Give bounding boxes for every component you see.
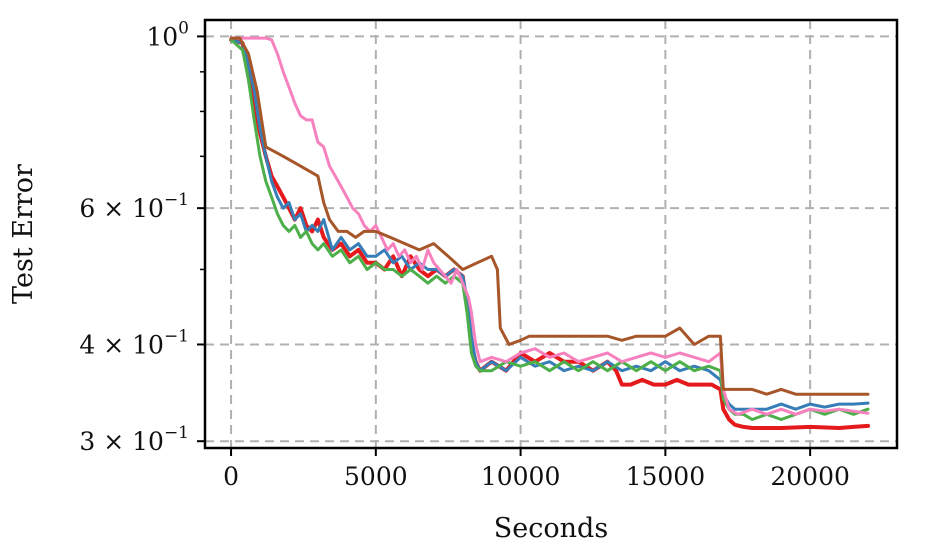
- series-lines: [229, 36, 870, 430]
- x-tick-label: 20000: [770, 462, 850, 491]
- y-axis-label: Test Error: [8, 164, 39, 304]
- y-tick-label: 6 × 10−1: [79, 190, 189, 223]
- series-line-2: [229, 38, 870, 411]
- x-tick-label: 5000: [344, 462, 408, 491]
- y-axis-ticks: 100 6 × 10−1 4 × 10−1 3 × 10−1: [79, 18, 205, 456]
- grid: [205, 20, 897, 448]
- y-tick-label: 100: [146, 18, 189, 51]
- y-tick-label: 3 × 10−1: [79, 423, 189, 456]
- x-axis-label: Seconds: [494, 513, 608, 544]
- plot-frame: [203, 18, 899, 450]
- x-tick-label: 15000: [626, 462, 706, 491]
- series-line-5: [229, 36, 870, 396]
- y-tick-label: 4 × 10−1: [79, 326, 189, 359]
- x-tick-label: 0: [223, 462, 239, 491]
- x-tick-label: 10000: [481, 462, 561, 491]
- x-axis-ticks: 0 5000 10000 15000 20000: [223, 448, 850, 491]
